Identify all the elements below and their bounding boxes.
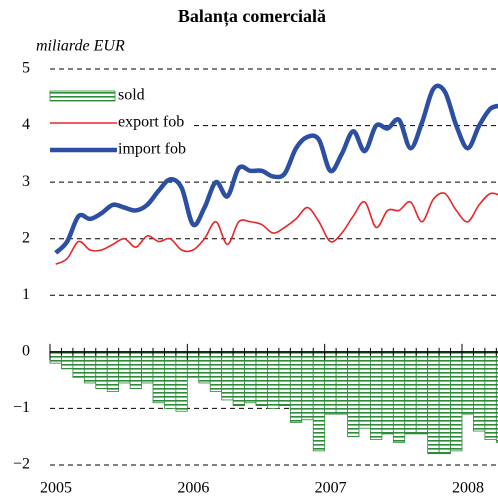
bar bbox=[370, 351, 383, 440]
bar bbox=[244, 351, 257, 404]
x-tick-label: 2007 bbox=[315, 480, 347, 497]
y-tick-label: 3 bbox=[22, 173, 30, 190]
bar bbox=[347, 351, 360, 438]
bar bbox=[209, 351, 223, 392]
chart-title: Balanța comercială bbox=[178, 6, 326, 27]
bar bbox=[164, 351, 177, 409]
y-tick-label: −2 bbox=[13, 456, 30, 473]
x-tick-label: 2005 bbox=[40, 480, 72, 497]
legend-label: sold bbox=[118, 87, 145, 104]
legend-swatch bbox=[49, 90, 116, 102]
plot: −2 −1 0 1 2 3 4 5 2005 2006 2007 2008 bbox=[13, 60, 498, 497]
line-series bbox=[55, 192, 498, 265]
bar bbox=[301, 351, 314, 421]
y-tick-label: 2 bbox=[22, 229, 30, 246]
y-tick-label: 5 bbox=[22, 60, 30, 77]
bar bbox=[232, 351, 245, 407]
bar bbox=[221, 351, 234, 401]
bar bbox=[175, 351, 188, 412]
bar bbox=[141, 351, 154, 384]
line-series bbox=[54, 83, 498, 255]
bar bbox=[186, 351, 200, 378]
bar bbox=[118, 351, 131, 384]
bar bbox=[404, 351, 417, 435]
bar bbox=[438, 351, 451, 455]
y-tick-label: 1 bbox=[22, 286, 30, 303]
bar bbox=[289, 351, 303, 423]
y-tick-label: −1 bbox=[13, 399, 30, 416]
bar bbox=[61, 351, 74, 370]
bar bbox=[278, 351, 291, 407]
bar bbox=[461, 351, 474, 415]
x-tick-label: 2008 bbox=[452, 480, 484, 497]
bar bbox=[427, 351, 440, 455]
y-tick-label: 4 bbox=[22, 116, 30, 133]
bar bbox=[495, 351, 498, 443]
bar bbox=[95, 351, 108, 390]
bar bbox=[358, 351, 371, 429]
bar bbox=[83, 351, 97, 384]
bar bbox=[255, 351, 268, 407]
bar bbox=[129, 351, 142, 390]
bar bbox=[415, 351, 429, 435]
legend-label: import fob bbox=[118, 141, 186, 158]
legend-label: export fob bbox=[118, 114, 184, 131]
bar bbox=[152, 351, 165, 404]
x-tick-label: 2006 bbox=[177, 480, 209, 497]
bar bbox=[392, 351, 406, 443]
bar bbox=[450, 351, 463, 452]
bar bbox=[381, 351, 394, 435]
bar bbox=[72, 351, 85, 378]
bar bbox=[473, 351, 486, 432]
y-axis-label: miliarde EUR bbox=[36, 38, 125, 55]
bar bbox=[312, 351, 326, 452]
bar bbox=[49, 351, 62, 364]
bar bbox=[484, 351, 497, 440]
bar bbox=[106, 351, 120, 392]
bar bbox=[324, 351, 337, 415]
bar bbox=[198, 351, 211, 384]
y-tick-label: 0 bbox=[22, 343, 30, 360]
bar bbox=[335, 351, 348, 415]
legend: sold export fob import fob bbox=[44, 82, 194, 162]
bar bbox=[267, 351, 280, 409]
